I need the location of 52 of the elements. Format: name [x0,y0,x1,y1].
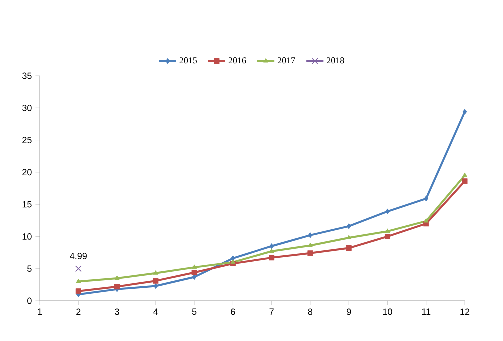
point [154,270,158,275]
point [114,276,120,280]
legend-label: 2018 [327,58,344,64]
y-tick-label: 20 [22,169,32,176]
x-tick-label: 10 [383,308,392,316]
point [346,224,352,230]
point [424,196,428,202]
y-tick-label: 10 [22,234,32,240]
y-tick-label: 30 [22,104,32,112]
point [386,208,390,214]
legend-label: 2016 [228,58,246,64]
point [269,255,275,261]
point [346,235,352,240]
point [462,109,468,115]
x-tick-label: 3 [115,308,120,316]
y-tick-label: 35 [22,72,32,80]
legend-label: 2015 [180,58,198,64]
point [192,270,198,276]
point [230,260,236,264]
y-tick-label: 15 [22,201,32,208]
y-tick-label: 5 [28,266,32,272]
point [76,288,82,294]
x-tick-label: 2 [76,308,81,316]
x-tick-label: 4 [154,308,158,315]
x-tick-label: 9 [347,308,352,316]
point [75,266,82,272]
y-tick-label: 0 [28,298,32,304]
x-tick-label: 7 [270,308,274,315]
x-tick-label: 6 [231,308,236,316]
x-tick-label: 1 [38,308,42,315]
point [270,244,274,250]
legend-label: 2017 [278,58,296,64]
x-tick-label: 8 [308,308,313,316]
point [192,264,197,270]
point [308,250,314,256]
point [114,284,120,290]
point [462,172,468,178]
point [308,232,313,238]
point [424,218,429,223]
y-tick-label: 25 [22,137,32,144]
x-tick-label: 11 [422,308,431,315]
point [76,278,82,284]
data-label: 4.99 [70,253,87,260]
x-tick-label: 5 [192,308,197,316]
point [153,278,159,284]
point [462,178,468,184]
point [308,242,313,248]
point [346,246,352,252]
x-tick-label: 12 [460,308,470,316]
point [385,228,390,234]
point [154,283,158,289]
point [384,234,390,240]
